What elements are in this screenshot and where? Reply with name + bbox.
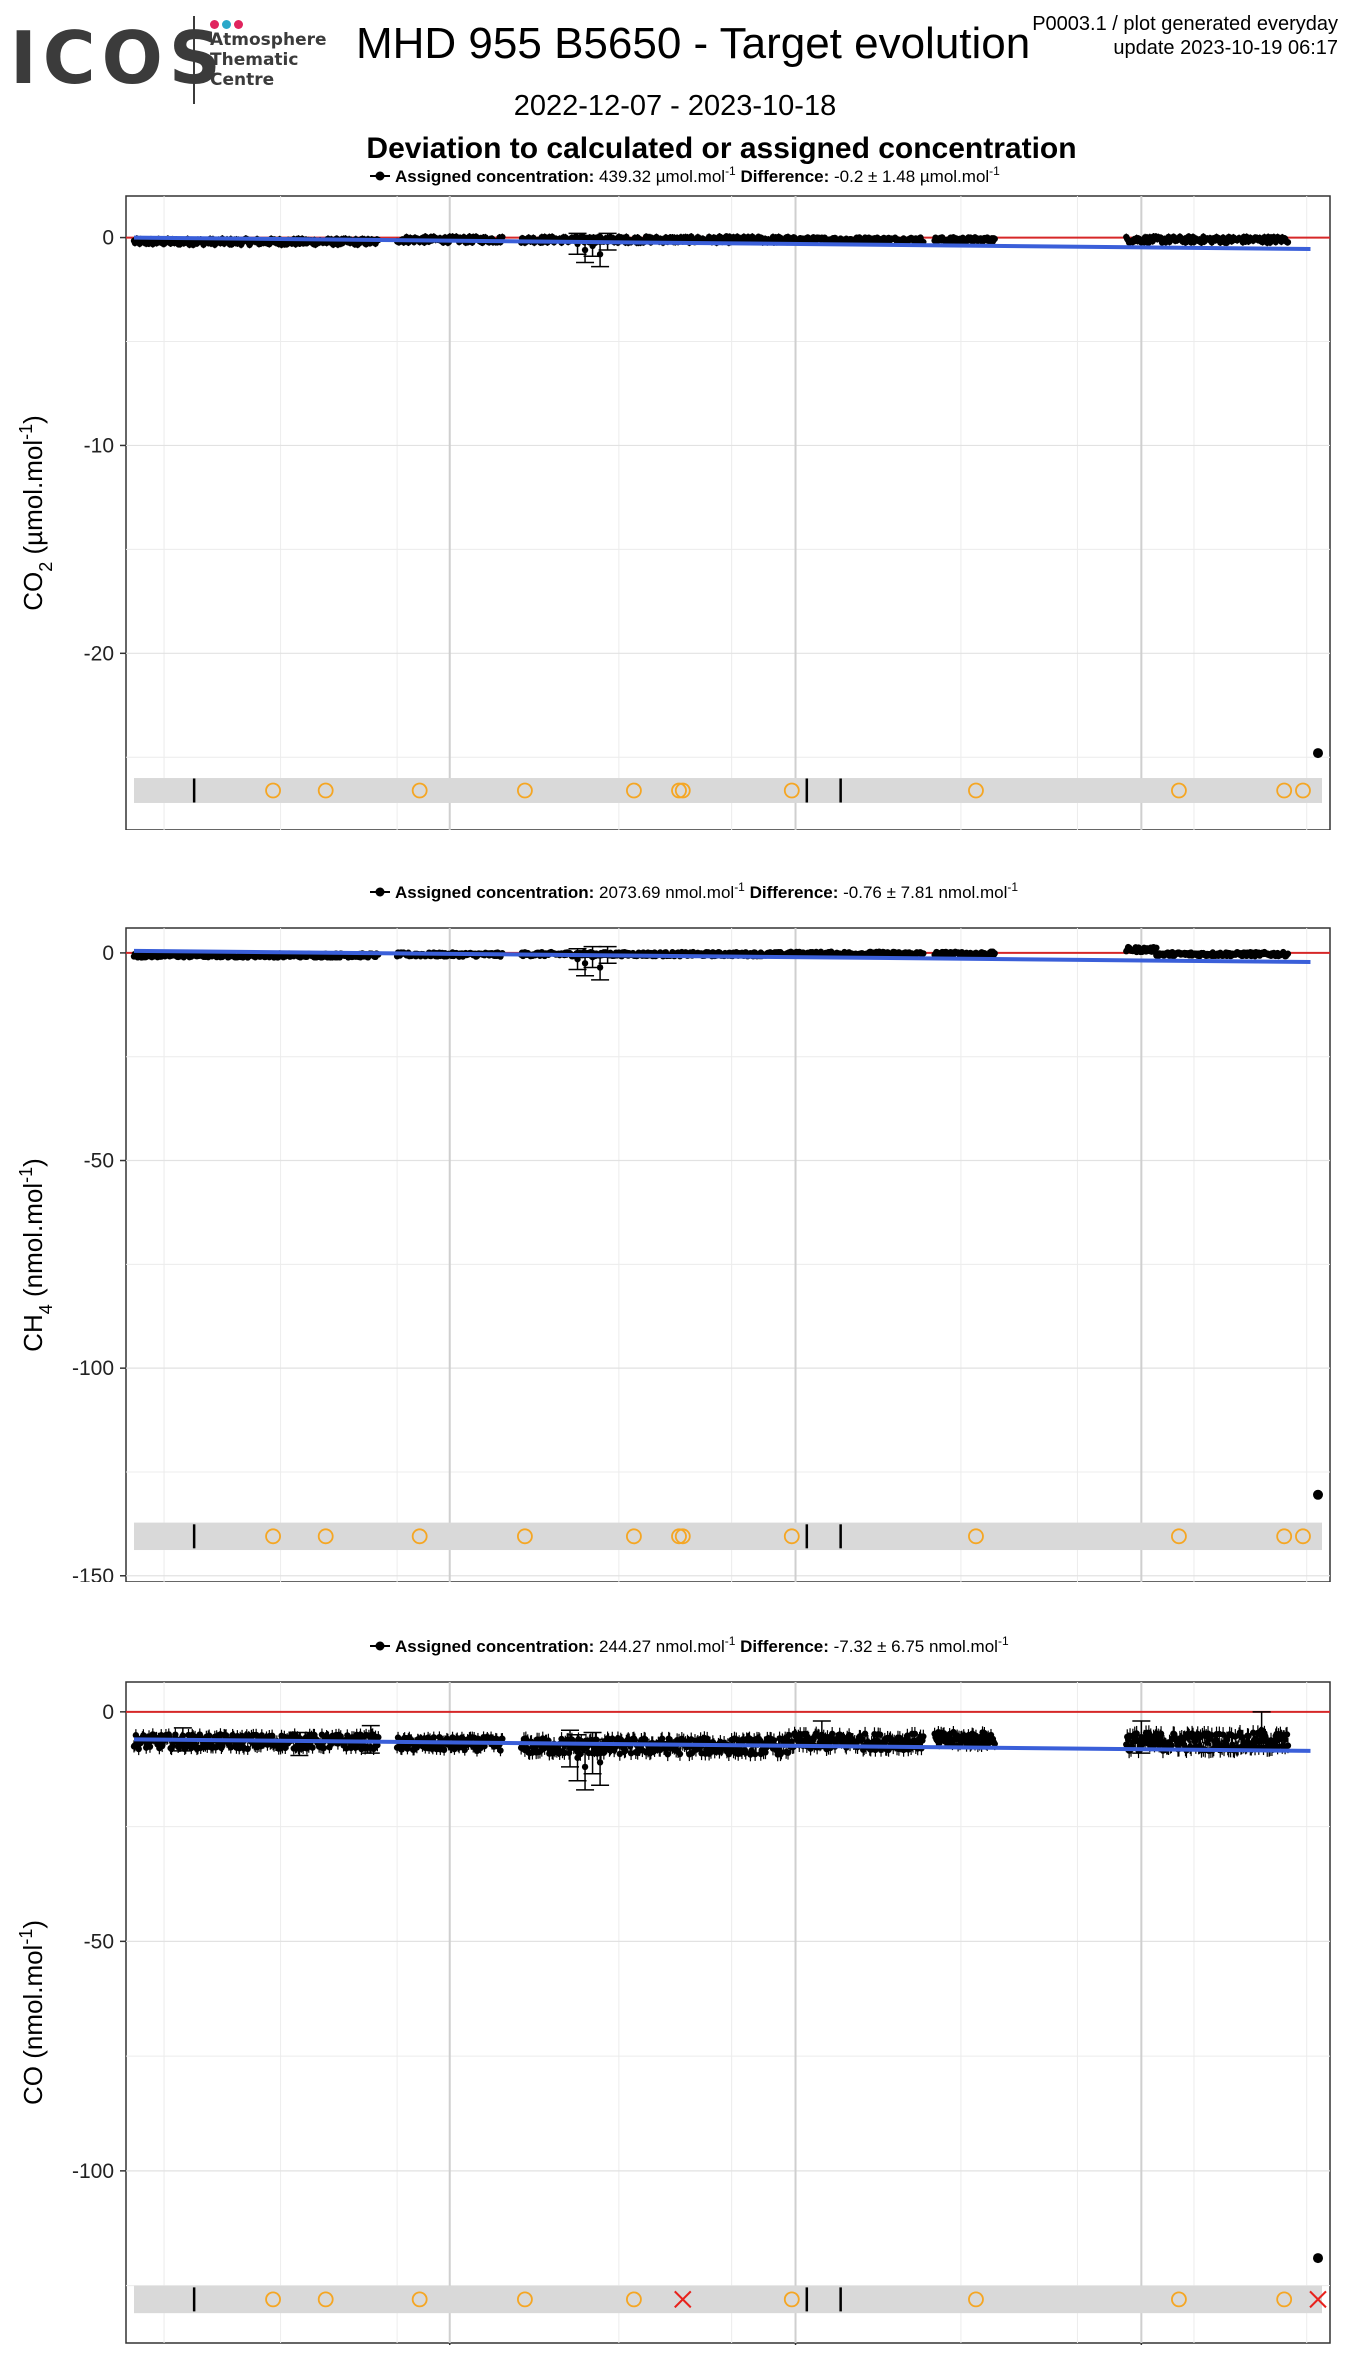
legend-text: Assigned concentration: 244.27 nmol.mol-… — [395, 1634, 1009, 1656]
co2-chart: Assigned concentration: 439.32 µmol.mol-… — [16, 164, 1331, 830]
flag-circle — [411, 782, 428, 799]
logo-line-3: Centre — [210, 70, 275, 90]
date-range: 2022-12-07 - 2023-10-18 — [513, 90, 837, 122]
logo-line-2: Thematic — [210, 50, 299, 70]
plot-area — [125, 1681, 1331, 2344]
co-chart: Assigned concentration: 244.27 nmol.mol-… — [16, 1634, 1331, 2345]
y-tick-label: -150 — [72, 1565, 114, 1582]
data-point — [320, 1744, 328, 1752]
data-point — [244, 1745, 251, 1753]
logo-subtitle: Atmosphere Thematic Centre — [210, 30, 327, 90]
y-tick-label: -50 — [84, 1150, 114, 1173]
logo-divider — [193, 16, 195, 104]
flags — [192, 1524, 1311, 1549]
icos-logo: ICOS Atmosphere Thematic Centre — [10, 12, 330, 107]
y-axis-label: CH4 (nmol.mol-1) — [16, 1158, 56, 1352]
data-point — [589, 242, 596, 250]
legend: Assigned concentration: 244.27 nmol.mol-… — [370, 1634, 1009, 1656]
info-line-1: P0003.1 / plot generated everyday — [1032, 13, 1338, 35]
flag-circle — [671, 782, 687, 799]
flag-circle — [968, 782, 984, 799]
outlier-point — [1313, 748, 1323, 759]
flag-circle — [517, 782, 533, 799]
legend-marker — [375, 1641, 385, 1651]
flag-circle — [671, 1528, 687, 1545]
flag-circle — [1171, 1528, 1187, 1545]
data-point — [205, 1732, 213, 1739]
legend: Assigned concentration: 2073.69 nmol.mol… — [370, 880, 1018, 902]
data-point — [920, 950, 927, 957]
data-point — [581, 246, 589, 254]
flag-circle — [265, 1528, 281, 1545]
y-tick-label: 0 — [102, 942, 114, 965]
data-point — [282, 1744, 289, 1752]
data-point — [499, 233, 506, 241]
ch4-panel: Assigned concentration: 2073.69 nmol.mol… — [0, 872, 1350, 1582]
data-point — [1284, 238, 1292, 246]
trend-line — [133, 235, 1311, 252]
flag-circle — [1295, 782, 1311, 799]
flag-circle — [1276, 782, 1293, 799]
flag-band — [134, 2285, 1322, 2314]
flag-circle — [626, 1528, 642, 1545]
co2-panel: Assigned concentration: 439.32 µmol.mol-… — [0, 162, 1350, 830]
flag-circle — [1171, 782, 1187, 799]
logo-dots-icon — [210, 16, 246, 34]
data-point — [991, 950, 998, 957]
legend-text: Assigned concentration: 2073.69 nmol.mol… — [395, 880, 1018, 902]
data-point — [581, 960, 589, 967]
data-point — [596, 964, 604, 971]
data-point — [596, 251, 604, 258]
data-point — [309, 1744, 316, 1751]
legend-text: Assigned concentration: 439.32 µmol.mol-… — [395, 164, 1000, 186]
y-tick-label: 0 — [102, 227, 114, 250]
legend: Assigned concentration: 439.32 µmol.mol-… — [370, 164, 1000, 186]
plot-area — [125, 927, 1331, 1582]
logo-line-1: Atmosphere — [210, 30, 327, 50]
flag-circle — [265, 782, 281, 799]
y-tick-label: -100 — [72, 1357, 114, 1380]
co-panel: Assigned concentration: 244.27 nmol.mol-… — [0, 1623, 1350, 2345]
data-point — [227, 1744, 234, 1751]
data-point — [375, 1734, 382, 1741]
data-point — [991, 235, 998, 243]
flag-circle — [1276, 1528, 1293, 1545]
flag-band — [134, 778, 1322, 803]
data-point — [404, 1745, 411, 1752]
page-title: MHD 955 B5650 - Target evolution — [356, 19, 1031, 68]
flag-circle — [626, 782, 642, 799]
flag-band — [134, 1522, 1322, 1551]
data-point — [430, 1734, 437, 1741]
flags — [192, 778, 1311, 803]
data-point — [146, 1743, 154, 1750]
y-axis-label: CO2 (µmol.mol-1) — [16, 415, 56, 611]
data-point — [1153, 944, 1160, 951]
flag-circle — [1295, 1528, 1311, 1545]
y-tick-label: -20 — [84, 642, 114, 665]
flag-circle — [317, 782, 334, 799]
generation-info: P0003.1 / plot generated everyday update… — [1032, 12, 1338, 60]
data-point — [1284, 950, 1292, 957]
flag-circle — [411, 1528, 428, 1545]
outlier-point — [1313, 1489, 1323, 1500]
flag-circle — [674, 1528, 691, 1545]
ch4-chart: Assigned concentration: 2073.69 nmol.mol… — [16, 880, 1331, 1582]
data-point — [268, 1732, 276, 1739]
flag-circle — [783, 782, 800, 799]
flag-circle — [783, 1528, 800, 1545]
chart-subtitle: Deviation to calculated or assigned conc… — [366, 132, 1077, 165]
info-line-2: update 2023-10-19 06:17 — [1113, 37, 1338, 59]
logo-wordmark: ICOS — [10, 16, 227, 100]
flag-circle — [317, 1528, 334, 1545]
trend-line — [133, 948, 1311, 965]
flag-circle — [968, 1528, 984, 1545]
legend-marker — [375, 171, 385, 181]
data-point — [343, 1745, 350, 1752]
legend-marker — [375, 887, 385, 897]
flag-circle — [517, 1528, 533, 1545]
flag-circle — [674, 782, 691, 799]
data-point — [574, 955, 581, 963]
y-tick-label: -10 — [84, 434, 114, 457]
plot-area — [125, 195, 1331, 830]
